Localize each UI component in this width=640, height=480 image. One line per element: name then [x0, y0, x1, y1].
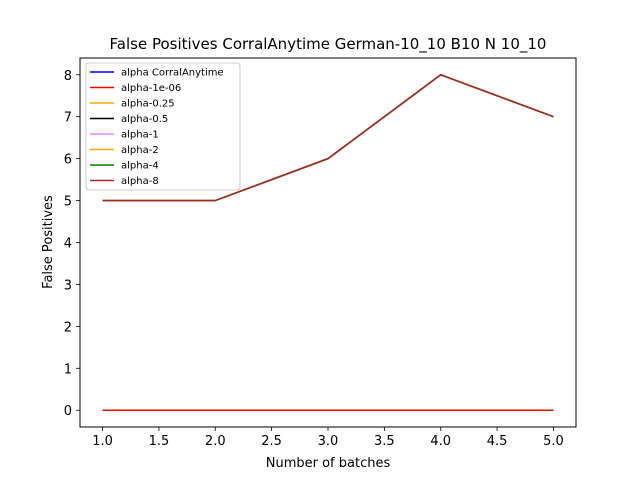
chart-title: False Positives CorralAnytime German-10_…	[110, 35, 547, 54]
y-tick-label: 2	[64, 320, 72, 335]
y-tick-label: 0	[64, 404, 72, 419]
y-tick-label: 6	[64, 153, 72, 168]
legend-label: alpha-1e-06	[121, 83, 181, 94]
y-tick-label: 8	[64, 69, 72, 84]
y-axis-ticks: 0 1 2 3 4 5 6 7 8	[64, 69, 80, 419]
series-line-alpha-8	[102, 74, 554, 202]
x-tick-label: 1.5	[149, 434, 170, 449]
legend-box	[85, 62, 241, 191]
series-layer	[102, 74, 554, 411]
legend-label: alpha-0.5	[121, 114, 168, 125]
y-tick-label: 7	[64, 111, 72, 126]
y-tick-label: 4	[64, 237, 72, 252]
x-tick-label: 5.0	[543, 434, 564, 449]
x-tick-label: 4.5	[487, 434, 508, 449]
x-axis-ticks: 1.0 1.5 2.0 2.5 3.0 3.5 4.0 4.5 5.0	[92, 427, 564, 449]
x-tick-label: 2.5	[261, 434, 282, 449]
legend-label: alpha-2	[121, 145, 159, 156]
legend-label: alpha CorralAnytime	[121, 68, 224, 79]
legend-label: alpha-8	[121, 176, 159, 187]
x-tick-label: 3.0	[318, 434, 339, 449]
legend: alpha CorralAnytime alpha-1e-06 alpha-0.25…	[85, 62, 241, 191]
x-tick-label: 3.5	[374, 434, 395, 449]
legend-label: alpha-0.25	[121, 99, 175, 110]
legend-label: alpha-4	[121, 161, 159, 172]
y-tick-label: 1	[64, 362, 72, 377]
y-tick-label: 3	[64, 278, 72, 293]
x-tick-label: 1.0	[92, 434, 113, 449]
x-axis-label: Number of batches	[266, 456, 391, 471]
legend-label: alpha-1	[121, 130, 159, 141]
y-axis-label: False Positives	[41, 195, 56, 289]
y-tick-label: 5	[64, 195, 72, 210]
x-tick-label: 2.0	[205, 434, 226, 449]
x-tick-label: 4.0	[430, 434, 451, 449]
